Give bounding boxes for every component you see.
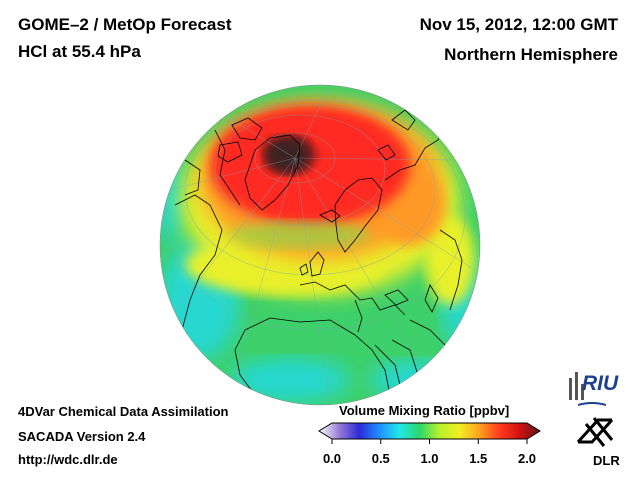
colorbar-tick-marks <box>331 439 528 444</box>
website-link[interactable]: http://wdc.dlr.de <box>18 452 118 467</box>
globe-outline <box>159 84 481 406</box>
globe-field <box>160 85 480 405</box>
forecast-datetime: Nov 15, 2012, 12:00 GMT <box>419 15 618 34</box>
map-title: GOME–2 / MetOp Forecast <box>18 15 232 34</box>
version-label: SACADA Version 2.4 <box>18 429 146 444</box>
dlr-logo-icon <box>576 417 614 447</box>
colorbar-tick-label: 1.0 <box>420 451 439 466</box>
region-label: Northern Hemisphere <box>444 45 618 64</box>
dlr-logo-text: DLR <box>593 453 620 468</box>
riu-logo-mark-icon <box>569 372 584 400</box>
coastlines <box>174 103 463 405</box>
map-subtitle: HCl at 55.4 hPa <box>18 42 141 61</box>
colorbar-tick-label: 0.0 <box>322 451 342 466</box>
colorbar-tick-label: 2.0 <box>517 451 537 466</box>
riu-underline-icon <box>578 402 606 406</box>
colorbar-tick-label: 1.5 <box>469 451 488 466</box>
colorbar-bar <box>318 422 541 440</box>
graticule <box>160 85 476 405</box>
colorbar-tick-label: 0.5 <box>371 451 390 466</box>
method-label: 4DVar Chemical Data Assimilation <box>18 404 229 419</box>
riu-logo: RIU <box>582 372 619 395</box>
colorbar-title: Volume Mixing Ratio [ppbv] <box>339 403 510 418</box>
